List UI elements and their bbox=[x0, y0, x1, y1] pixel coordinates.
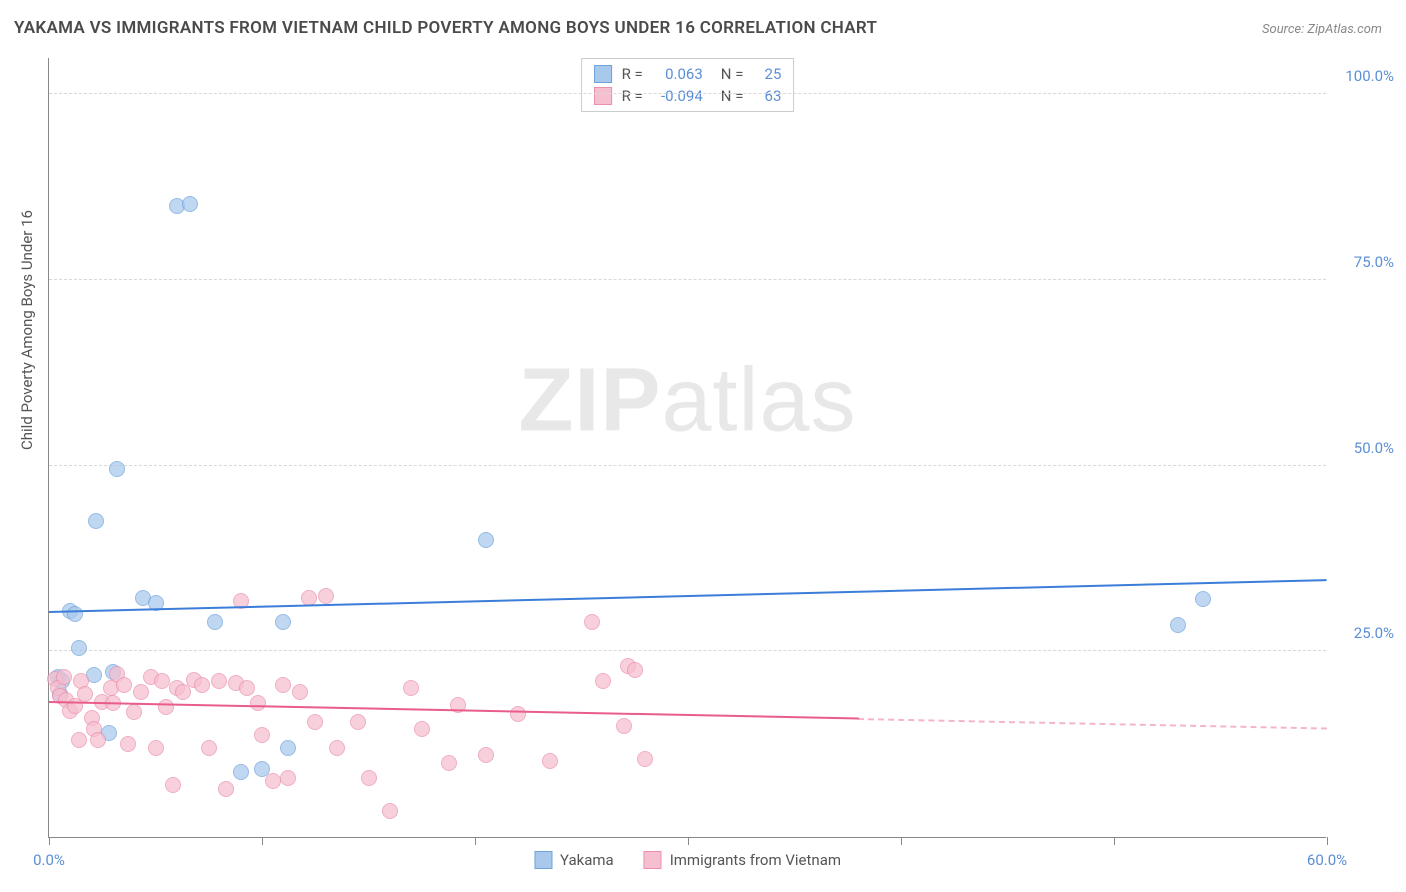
data-point bbox=[478, 747, 494, 763]
data-point bbox=[233, 764, 249, 780]
data-point bbox=[275, 614, 291, 630]
stat-r-label: R = bbox=[622, 87, 643, 105]
source-label: Source: ZipAtlas.com bbox=[1262, 22, 1382, 37]
data-point bbox=[154, 673, 170, 689]
data-point bbox=[542, 753, 558, 769]
data-point bbox=[201, 740, 217, 756]
data-point bbox=[595, 673, 611, 689]
gridline bbox=[49, 465, 1326, 466]
data-point bbox=[441, 755, 457, 771]
data-point bbox=[218, 781, 234, 797]
data-point bbox=[478, 532, 494, 548]
data-point bbox=[126, 704, 142, 720]
data-point bbox=[148, 740, 164, 756]
gridline bbox=[49, 650, 1326, 651]
x-tick bbox=[262, 837, 263, 845]
data-point bbox=[194, 677, 210, 693]
data-point bbox=[510, 706, 526, 722]
watermark-rest: atlas bbox=[661, 350, 856, 450]
data-point bbox=[280, 770, 296, 786]
stat-r-value: 0.063 bbox=[653, 65, 703, 83]
data-point bbox=[207, 614, 223, 630]
data-point bbox=[239, 680, 255, 696]
gridline bbox=[49, 279, 1326, 280]
data-point bbox=[382, 803, 398, 819]
stat-n-value: 63 bbox=[753, 87, 781, 105]
data-point bbox=[116, 677, 132, 693]
chart-title: YAKAMA VS IMMIGRANTS FROM VIETNAM CHILD … bbox=[14, 18, 877, 38]
legend-label: Immigrants from Vietnam bbox=[670, 851, 841, 869]
legend-swatch bbox=[534, 851, 552, 869]
x-tick bbox=[1114, 837, 1115, 845]
y-tick-label: 50.0% bbox=[1334, 439, 1394, 457]
stat-r-value: -0.094 bbox=[653, 87, 703, 105]
data-point bbox=[1170, 617, 1186, 633]
y-tick-label: 25.0% bbox=[1334, 624, 1394, 642]
data-point bbox=[329, 740, 345, 756]
data-point bbox=[56, 669, 72, 685]
legend-label: Yakama bbox=[560, 851, 614, 869]
data-point bbox=[403, 680, 419, 696]
x-tick-label: 0.0% bbox=[33, 851, 65, 869]
stats-row: R = 0.063 N = 25 bbox=[594, 63, 782, 85]
watermark-bold: ZIP bbox=[518, 350, 661, 450]
stat-n-label: N = bbox=[721, 65, 744, 83]
data-point bbox=[250, 695, 266, 711]
x-tick bbox=[901, 837, 902, 845]
gridline bbox=[49, 93, 1326, 94]
data-point bbox=[318, 588, 334, 604]
legend-swatch bbox=[594, 87, 612, 105]
data-point bbox=[175, 684, 191, 700]
data-point bbox=[414, 721, 430, 737]
stat-r-label: R = bbox=[622, 65, 643, 83]
legend-item: Immigrants from Vietnam bbox=[644, 851, 841, 869]
x-tick bbox=[49, 837, 50, 845]
x-tick bbox=[1327, 837, 1328, 845]
data-point bbox=[88, 513, 104, 529]
stat-n-label: N = bbox=[721, 87, 744, 105]
x-tick-label: 60.0% bbox=[1307, 851, 1347, 869]
stats-box: R = 0.063 N = 25 R = -0.094 N = 63 bbox=[581, 58, 795, 112]
data-point bbox=[350, 714, 366, 730]
x-tick bbox=[475, 837, 476, 845]
data-point bbox=[90, 732, 106, 748]
data-point bbox=[265, 773, 281, 789]
data-point bbox=[109, 461, 125, 477]
data-point bbox=[292, 684, 308, 700]
data-point bbox=[158, 699, 174, 715]
data-point bbox=[275, 677, 291, 693]
data-point bbox=[71, 640, 87, 656]
data-point bbox=[361, 770, 377, 786]
legend-swatch bbox=[594, 65, 612, 83]
data-point bbox=[280, 740, 296, 756]
data-point bbox=[637, 751, 653, 767]
data-point bbox=[307, 714, 323, 730]
data-point bbox=[1195, 591, 1211, 607]
legend-item: Yakama bbox=[534, 851, 614, 869]
data-point bbox=[77, 686, 93, 702]
data-point bbox=[165, 777, 181, 793]
data-point bbox=[211, 673, 227, 689]
data-point bbox=[616, 718, 632, 734]
trend-line bbox=[858, 718, 1327, 730]
x-tick bbox=[688, 837, 689, 845]
legend-swatch bbox=[644, 851, 662, 869]
data-point bbox=[120, 736, 136, 752]
stat-n-value: 25 bbox=[753, 65, 781, 83]
y-tick-label: 100.0% bbox=[1334, 67, 1394, 85]
data-point bbox=[133, 684, 149, 700]
data-point bbox=[67, 606, 83, 622]
y-tick-label: 75.0% bbox=[1334, 253, 1394, 271]
data-point bbox=[627, 662, 643, 678]
stats-row: R = -0.094 N = 63 bbox=[594, 85, 782, 107]
plot-area: ZIPatlas R =0.063N =25R =-0.094N =63 Yak… bbox=[48, 58, 1326, 838]
data-point bbox=[182, 196, 198, 212]
data-point bbox=[71, 732, 87, 748]
data-point bbox=[254, 727, 270, 743]
watermark: ZIPatlas bbox=[518, 349, 856, 452]
y-axis-label: Child Poverty Among Boys Under 16 bbox=[18, 210, 36, 450]
data-point bbox=[584, 614, 600, 630]
legend: Yakama Immigrants from Vietnam bbox=[534, 851, 841, 869]
